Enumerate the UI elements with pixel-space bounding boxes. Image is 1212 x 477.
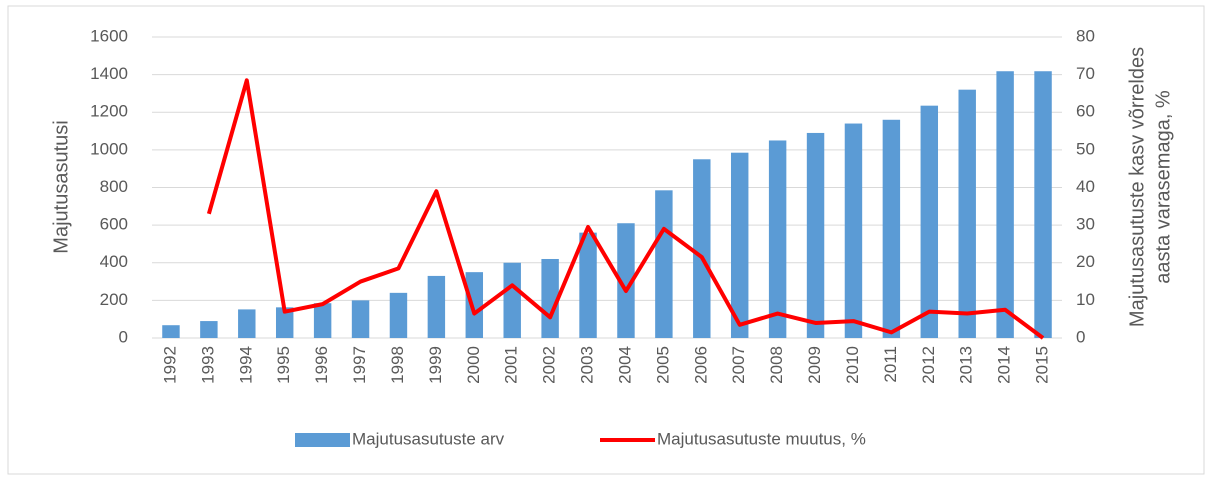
x-tick-label: 1993 <box>198 346 217 384</box>
bar <box>200 321 218 338</box>
x-tick-label: 2014 <box>995 346 1014 384</box>
bar <box>389 292 408 338</box>
y-tick-label: 600 <box>100 215 128 234</box>
y-tick-label: 1600 <box>90 26 128 45</box>
y2-tick-label: 30 <box>1076 215 1095 234</box>
y2-tick-label: 80 <box>1076 26 1095 45</box>
x-tick-label: 1995 <box>274 346 293 384</box>
x-tick-label: 1998 <box>388 346 407 384</box>
x-tick-label: 1992 <box>160 346 179 384</box>
bar <box>503 262 521 338</box>
bar <box>920 105 939 339</box>
x-tick-label: 2015 <box>1033 346 1052 384</box>
y2-axis-title: aasta varasemaga, % <box>1152 90 1174 284</box>
y-tick-label: 0 <box>119 327 128 346</box>
y2-tick-label: 50 <box>1076 139 1095 158</box>
bar <box>844 123 863 338</box>
y2-tick-label: 40 <box>1076 177 1095 196</box>
bar <box>882 119 901 339</box>
x-tick-label: 2000 <box>464 346 483 384</box>
bar <box>465 272 484 338</box>
x-tick-label: 2001 <box>502 346 521 384</box>
bar <box>275 307 294 338</box>
y-tick-label: 400 <box>100 252 128 271</box>
x-tick-label: 2008 <box>767 346 786 384</box>
y-tick-label: 1200 <box>90 102 128 121</box>
bar <box>313 303 332 338</box>
y-axis-title: Majutusasutusi <box>50 120 72 253</box>
bar <box>579 232 597 338</box>
chart-frame <box>7 5 1205 475</box>
x-tick-label: 2006 <box>691 346 710 384</box>
bar <box>162 325 180 338</box>
y-tick-label: 1400 <box>90 64 128 83</box>
bar <box>238 309 256 338</box>
x-tick-label: 1996 <box>312 346 331 384</box>
y2-tick-label: 10 <box>1076 290 1095 309</box>
legend-swatch <box>295 433 350 447</box>
bar <box>351 300 370 338</box>
x-tick-label: 2009 <box>805 346 824 384</box>
bar <box>1034 71 1052 339</box>
x-tick-label: 2011 <box>881 346 900 383</box>
x-tick-label: 1997 <box>350 346 369 384</box>
y-tick-label: 800 <box>100 177 128 196</box>
bar <box>730 152 749 338</box>
x-tick-label: 2003 <box>578 346 597 384</box>
bar <box>617 223 635 338</box>
y2-tick-label: 20 <box>1076 252 1095 271</box>
bar <box>958 89 976 338</box>
legend-label: Majutusasutuste arv <box>352 429 505 448</box>
bar <box>996 71 1014 339</box>
x-tick-label: 2007 <box>729 346 748 384</box>
bar <box>693 159 711 338</box>
y2-axis-title: Majutusasutuste kasv võrreldes <box>1126 47 1148 327</box>
legend-label: Majutusasutuste muutus, % <box>657 429 866 448</box>
bar <box>806 132 825 338</box>
bar <box>768 140 787 338</box>
x-tick-label: 1999 <box>426 346 445 384</box>
bar <box>541 258 559 338</box>
x-tick-label: 2002 <box>540 346 559 384</box>
y2-tick-label: 70 <box>1076 64 1095 83</box>
y2-tick-label: 60 <box>1076 102 1095 121</box>
x-tick-label: 2004 <box>615 346 634 384</box>
bar <box>427 275 446 338</box>
y-tick-label: 1000 <box>90 139 128 158</box>
x-tick-label: 2013 <box>957 346 976 384</box>
y2-tick-label: 0 <box>1076 327 1085 346</box>
x-tick-label: 2012 <box>919 346 938 384</box>
line <box>206 78 1045 340</box>
x-tick-label: 2005 <box>653 346 672 384</box>
y-tick-label: 200 <box>100 290 128 309</box>
x-tick-label: 2010 <box>843 346 862 384</box>
x-tick-label: 1994 <box>236 346 255 384</box>
bar <box>655 190 673 338</box>
